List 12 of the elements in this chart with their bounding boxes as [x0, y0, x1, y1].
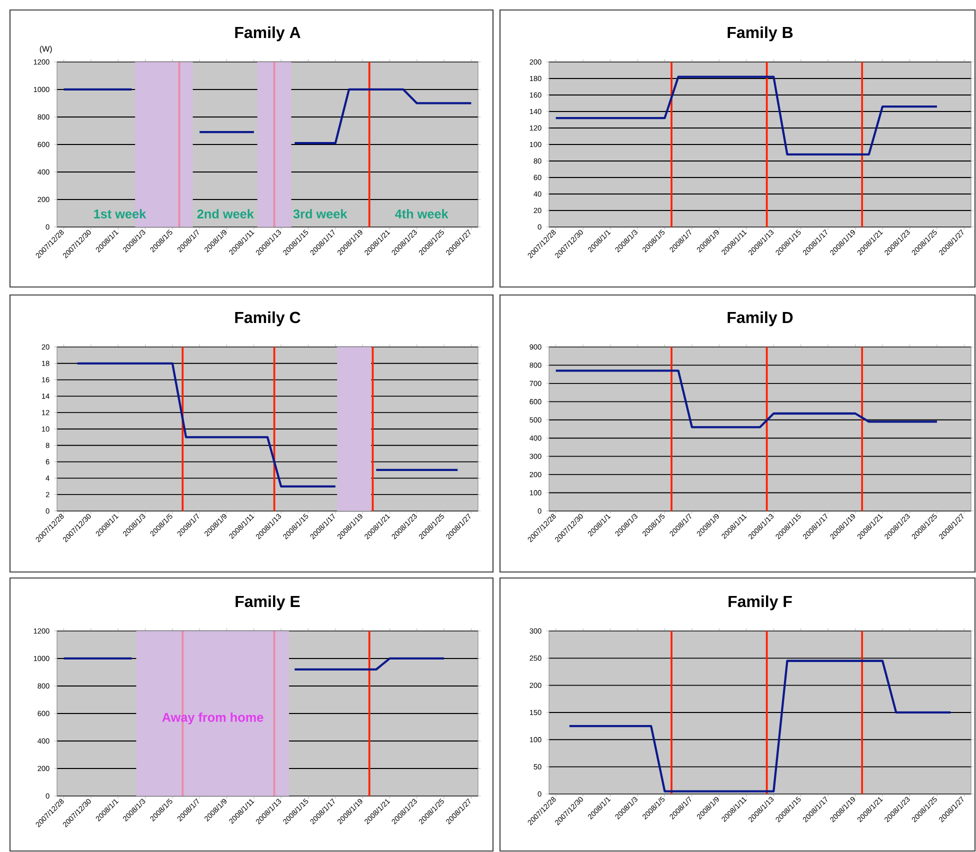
annotation: 4th week	[395, 209, 448, 218]
y-axis-title: (W)	[40, 46, 52, 54]
annotation: Away from home	[162, 712, 264, 724]
annotation: 1st week	[94, 209, 146, 218]
annotation: 2nd week	[197, 209, 254, 218]
annotation: 3rd week	[293, 209, 348, 218]
chart-title: Family F	[728, 595, 792, 610]
chart-title: Family C	[235, 311, 300, 326]
chart-title: Family E	[236, 595, 300, 610]
chart-title: Family D	[728, 311, 793, 326]
chart-title: Family B	[728, 26, 793, 42]
chart-title: Family A	[235, 26, 300, 42]
